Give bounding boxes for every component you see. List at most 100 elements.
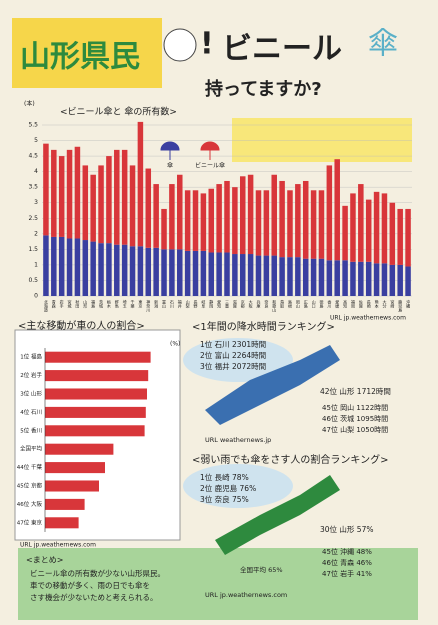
y-tick-label: 5 [34, 137, 38, 144]
bar-segment [264, 256, 270, 296]
title-kanji: 傘 [368, 27, 398, 62]
source: URL jp.weathernews.com [20, 542, 96, 549]
x-tick-label: 富山 [162, 299, 167, 309]
x-tick-label: 沖縄 [406, 299, 411, 309]
bar-segment [240, 176, 246, 254]
bar-segment [153, 184, 159, 248]
x-tick-label: 秋田 [75, 299, 80, 309]
y-tick-label: 3.5 [28, 184, 38, 191]
y-tick-label: 3位 山形 [20, 390, 42, 398]
bar-segment [177, 249, 183, 296]
bar [45, 480, 99, 491]
bar-segment [334, 159, 340, 260]
bar-segment [75, 147, 81, 239]
bar-segment [169, 249, 175, 296]
bar-segment [114, 245, 120, 296]
x-tick-label: 鹿児島 [398, 299, 403, 313]
bar-segment [51, 237, 57, 296]
x-tick-label: 宮城 [68, 299, 73, 309]
x-tick-label: 石川 [170, 300, 175, 308]
bar-segment [327, 260, 333, 296]
bar-segment [185, 190, 191, 251]
y-tick-label: 0 [34, 293, 38, 300]
bar-segment [216, 184, 222, 252]
y-tick-label: 1 [34, 261, 38, 268]
x-tick-label: 大阪 [249, 299, 254, 309]
bar-segment [67, 150, 73, 239]
bar-segment [201, 251, 207, 296]
bar-segment [390, 265, 396, 296]
x-tick-label: 三重 [225, 300, 230, 309]
x-tick-label: 群馬 [115, 299, 120, 309]
bar-segment [193, 190, 199, 251]
chart-title: <ビニール傘と 傘の所有数> [60, 106, 177, 118]
y-tick-label: 5位 香川 [20, 426, 42, 434]
bar-segment [161, 209, 167, 249]
rank-item: 46位 青森 46% [322, 558, 372, 567]
x-tick-label: 宮崎 [390, 299, 395, 308]
bar-segment [75, 238, 81, 296]
rank-item: 47位 山梨 1050時間 [322, 425, 388, 434]
bar-segment [264, 190, 270, 255]
bar-segment [224, 252, 230, 296]
bar-segment [146, 248, 152, 296]
rank-item: 46位 茨城 1095時間 [322, 414, 388, 423]
bar-segment [334, 260, 340, 296]
bar-segment [382, 263, 388, 296]
bar-segment [122, 150, 128, 245]
chart-title: <主な移動が車の人の割合> [18, 319, 145, 332]
x-tick-label: 和歌山 [272, 299, 277, 313]
bar-segment [51, 150, 57, 237]
y-tick-label: 2.5 [28, 215, 38, 222]
bar-segment [311, 190, 317, 258]
bar-segment [350, 262, 356, 296]
bar-segment [209, 189, 215, 253]
face [164, 29, 196, 61]
bar-segment [106, 156, 112, 243]
y-tick-label: 0.5 [28, 277, 38, 284]
bar-segment [382, 193, 388, 263]
y-tick-label: 4 [34, 168, 38, 175]
summary-line: ビニール傘の所有数が少ない山形県民。 [30, 568, 165, 578]
legend-label: 傘 [167, 163, 173, 170]
rank-item: 全国平均 65% [240, 565, 283, 574]
bar-segment [59, 156, 65, 237]
x-tick-label: 福島 [91, 299, 96, 309]
x-tick-label: 福井 [178, 299, 183, 309]
rank-item: 42位 山形 1712時間 [320, 386, 391, 396]
y-tick-label: 3 [34, 199, 38, 206]
x-tick-label: 佐賀 [359, 299, 364, 309]
bar [45, 499, 85, 510]
x-tick-label: 徳島 [319, 299, 324, 309]
summary-line: さす機会が少ないためと考えられる。 [30, 592, 158, 602]
bar-segment [193, 251, 199, 296]
x-tick-label: 高知 [343, 299, 348, 309]
bar-segment [138, 122, 144, 246]
bar-segment [232, 254, 238, 296]
bar-segment [366, 262, 372, 296]
axis-label: (%) [170, 341, 180, 348]
y-tick-label: 2位 岩手 [20, 371, 42, 379]
x-tick-label: 滋賀 [233, 299, 238, 309]
poster: 山形県民 ! ビニール 傘 持ってますか? <ビニール傘と 傘の所有数>(本)0… [0, 0, 438, 625]
x-tick-label: 長崎 [367, 300, 372, 308]
bar-segment [248, 175, 254, 254]
x-tick-label: 東京 [138, 299, 143, 308]
x-tick-label: 愛知 [217, 299, 222, 309]
axis-label: (本) [24, 100, 35, 108]
bar [45, 444, 113, 455]
bar-segment [405, 209, 411, 267]
bar-segment [43, 235, 49, 296]
bar-segment [83, 240, 89, 296]
source: URL jp.weathernews.com [205, 591, 287, 599]
x-tick-label: 茨城 [99, 299, 104, 309]
subtitle: 持ってますか? [205, 78, 322, 100]
x-tick-label: 北海道 [44, 299, 49, 313]
bar-segment [232, 187, 238, 254]
section-title: <弱い雨でも傘をさす人の割合ランキング> [192, 453, 388, 466]
x-tick-label: 大分 [382, 299, 387, 309]
y-tick-label: 4位 石川 [20, 408, 42, 416]
rank-item: 45位 岡山 1122時間 [322, 403, 388, 412]
bar-segment [59, 237, 65, 296]
bar-segment [169, 184, 175, 249]
